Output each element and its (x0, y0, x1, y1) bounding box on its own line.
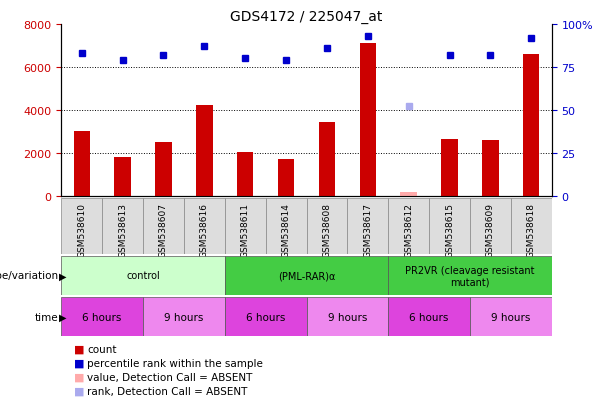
Text: 9 hours: 9 hours (491, 312, 530, 322)
Bar (388, 256, 552, 295)
Text: 6 hours: 6 hours (409, 312, 449, 322)
Text: ▶: ▶ (59, 312, 67, 322)
Text: GSM538607: GSM538607 (159, 203, 168, 258)
Bar (319, 122, 335, 196)
Text: ■: ■ (74, 386, 84, 396)
Bar (102, 198, 143, 254)
Text: GSM538611: GSM538611 (241, 203, 249, 258)
Text: GSM538613: GSM538613 (118, 203, 127, 258)
Bar (61, 256, 225, 295)
Bar (388, 198, 429, 254)
Bar (237, 152, 253, 196)
Text: PR2VR (cleavage resistant
mutant): PR2VR (cleavage resistant mutant) (405, 265, 535, 287)
Bar (225, 297, 306, 337)
Text: control: control (126, 271, 160, 281)
Text: GSM538610: GSM538610 (77, 203, 86, 258)
Text: count: count (87, 344, 116, 354)
Bar (115, 158, 131, 196)
Bar (143, 297, 225, 337)
Bar (225, 198, 265, 254)
Title: GDS4172 / 225047_at: GDS4172 / 225047_at (230, 10, 383, 24)
Text: GSM538612: GSM538612 (404, 203, 413, 257)
Bar (196, 106, 213, 196)
Bar (225, 256, 388, 295)
Text: ▶: ▶ (59, 271, 67, 281)
Bar (360, 44, 376, 196)
Text: (PML-RAR)α: (PML-RAR)α (278, 271, 335, 281)
Bar (306, 198, 348, 254)
Text: 6 hours: 6 hours (246, 312, 285, 322)
Text: value, Detection Call = ABSENT: value, Detection Call = ABSENT (87, 372, 253, 382)
Bar (482, 140, 498, 196)
Bar (429, 198, 470, 254)
Text: GSM538615: GSM538615 (445, 203, 454, 258)
Bar (155, 142, 172, 196)
Bar (388, 297, 470, 337)
Bar (470, 198, 511, 254)
Text: GSM538614: GSM538614 (281, 203, 291, 257)
Bar (511, 198, 552, 254)
Text: time: time (34, 312, 58, 322)
Bar (441, 140, 458, 196)
Text: GSM538609: GSM538609 (486, 203, 495, 258)
Bar (61, 198, 102, 254)
Text: GSM538616: GSM538616 (200, 203, 209, 258)
Text: percentile rank within the sample: percentile rank within the sample (87, 358, 263, 368)
Text: GSM538618: GSM538618 (527, 203, 536, 258)
Bar (265, 198, 306, 254)
Bar (348, 198, 388, 254)
Bar (306, 297, 388, 337)
Text: GSM538608: GSM538608 (322, 203, 332, 258)
Bar (74, 132, 90, 196)
Text: 6 hours: 6 hours (83, 312, 122, 322)
Text: genotype/variation: genotype/variation (0, 271, 58, 281)
Bar (470, 297, 552, 337)
Bar (400, 193, 417, 196)
Text: ■: ■ (74, 372, 84, 382)
Text: 9 hours: 9 hours (328, 312, 367, 322)
Bar (523, 55, 539, 196)
Bar (184, 198, 225, 254)
Text: ■: ■ (74, 358, 84, 368)
Bar (278, 160, 294, 196)
Bar (61, 297, 143, 337)
Text: ■: ■ (74, 344, 84, 354)
Bar (143, 198, 184, 254)
Text: rank, Detection Call = ABSENT: rank, Detection Call = ABSENT (87, 386, 248, 396)
Text: 9 hours: 9 hours (164, 312, 204, 322)
Text: GSM538617: GSM538617 (364, 203, 372, 258)
